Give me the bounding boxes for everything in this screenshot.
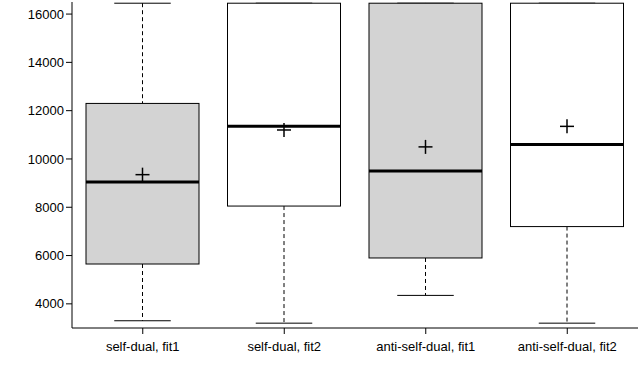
svg-text:14000: 14000	[28, 55, 64, 70]
svg-text:self-dual, fit2: self-dual, fit2	[247, 339, 321, 354]
svg-text:16000: 16000	[28, 7, 64, 22]
svg-text:12000: 12000	[28, 103, 64, 118]
svg-text:anti-self-dual, fit2: anti-self-dual, fit2	[518, 339, 617, 354]
svg-text:8000: 8000	[35, 200, 64, 215]
svg-text:10000: 10000	[28, 152, 64, 167]
svg-text:6000: 6000	[35, 248, 64, 263]
svg-text:anti-self-dual, fit1: anti-self-dual, fit1	[376, 339, 475, 354]
svg-text:4000: 4000	[35, 296, 64, 311]
svg-text:self-dual, fit1: self-dual, fit1	[106, 339, 180, 354]
